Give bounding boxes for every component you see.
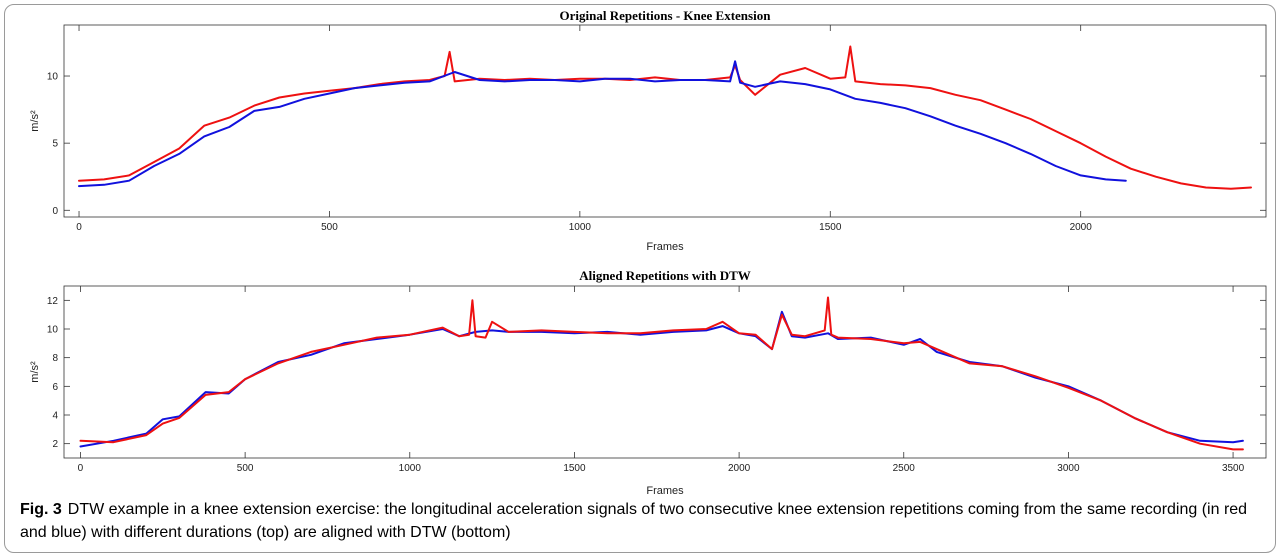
y-tick-label: 0	[52, 206, 58, 217]
plot-area	[63, 285, 1267, 459]
figure-number: Fig. 3	[20, 501, 62, 518]
x-axis-label: Frames	[646, 241, 684, 253]
y-tick-label: 8	[52, 353, 58, 364]
x-tick-label: 500	[237, 463, 254, 474]
series-line-red	[78, 45, 1252, 190]
y-tick-label: 12	[47, 296, 59, 307]
y-tick-label: 6	[52, 382, 58, 393]
x-tick-label: 0	[78, 463, 84, 474]
chart-title: Aligned Repetitions with DTW	[579, 268, 751, 283]
y-tick-label: 10	[47, 72, 59, 83]
figure-frame	[4, 4, 1276, 553]
x-tick-label: 500	[321, 222, 338, 233]
y-tick-label: 10	[47, 325, 59, 336]
series-line-blue	[78, 60, 1127, 188]
x-tick-label: 0	[76, 222, 82, 233]
y-axis-label: m/s²	[29, 110, 41, 132]
plot-area	[63, 24, 1267, 218]
x-tick-label: 1500	[563, 463, 586, 474]
y-tick-label: 4	[52, 411, 58, 422]
chart-aligned-repetitions: 0 500 1000 1500 2000 2500 3000 3500 2 4 6 8 10 12 Alig…	[29, 268, 1267, 497]
x-tick-label: 1000	[569, 222, 592, 233]
series-line-red	[79, 296, 1244, 451]
x-tick-label: 1000	[399, 463, 422, 474]
x-axis-label: Frames	[646, 485, 684, 497]
y-tick-label: 5	[52, 139, 58, 150]
y-axis-label: m/s²	[29, 361, 41, 383]
y-tick-label: 2	[52, 439, 58, 450]
x-tick-label: 3500	[1222, 463, 1245, 474]
x-tick-label: 2000	[728, 463, 751, 474]
caption-text: DTW example in a knee extension exercise…	[20, 501, 1248, 541]
x-tick-label: 3000	[1057, 463, 1080, 474]
x-tick-label: 1500	[819, 222, 842, 233]
chart-original-repetitions: 0 500 1000 1500 2000 0 5 10 Original Repetitions…	[29, 8, 1267, 253]
figure-caption: Fig. 3 DTW example in a knee extension ex…	[20, 498, 1272, 544]
x-tick-label: 2000	[1070, 222, 1093, 233]
x-tick-label: 2500	[893, 463, 916, 474]
chart-title: Original Repetitions - Knee Extension	[560, 8, 772, 23]
